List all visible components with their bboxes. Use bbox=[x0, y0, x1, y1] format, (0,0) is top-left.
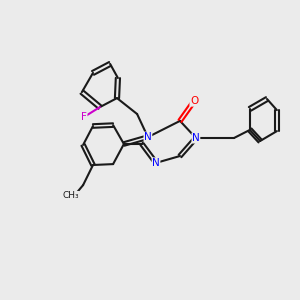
Text: N: N bbox=[192, 133, 200, 143]
Text: N: N bbox=[152, 158, 160, 168]
Text: F: F bbox=[81, 112, 87, 122]
Text: O: O bbox=[190, 96, 198, 106]
Text: CH₃: CH₃ bbox=[63, 191, 80, 200]
Text: N: N bbox=[144, 132, 152, 142]
